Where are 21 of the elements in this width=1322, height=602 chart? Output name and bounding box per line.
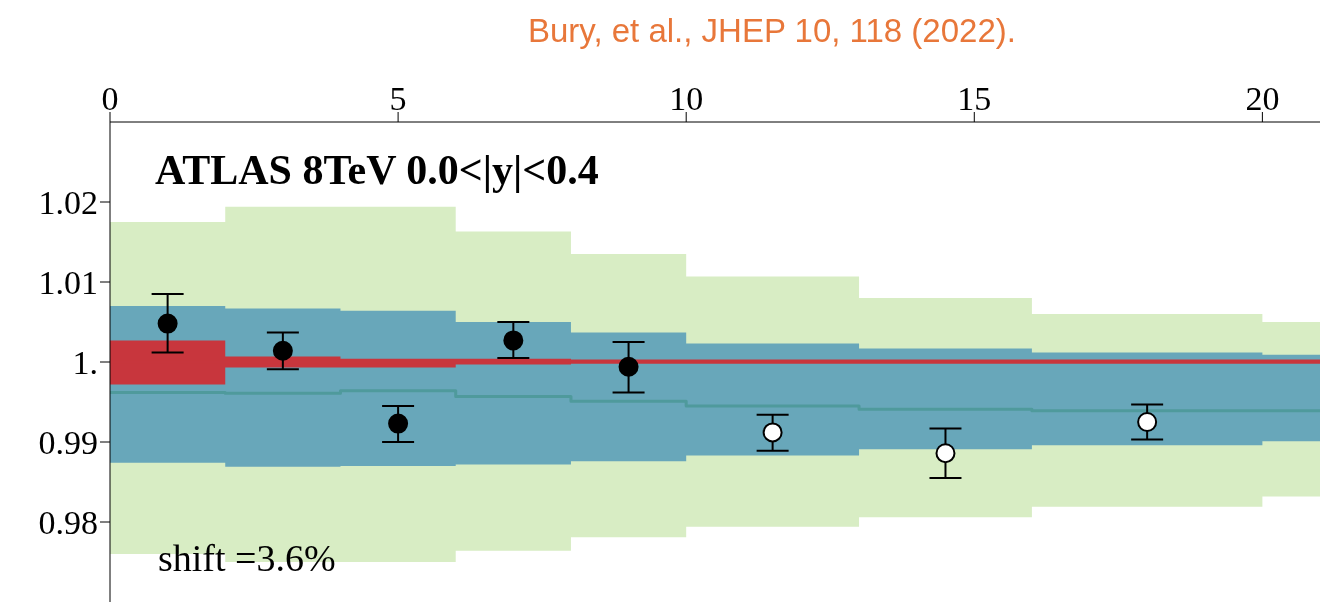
- point: [272, 340, 293, 361]
- y-tick-label: 1.: [72, 344, 98, 382]
- y-tick-label: 1.02: [38, 184, 98, 222]
- y-tick-label: 0.99: [38, 424, 98, 462]
- text: ATLAS 8TeV 0.0<|y|<0.4: [155, 146, 599, 194]
- point: [935, 443, 956, 464]
- y-tick-label: 0.98: [38, 504, 98, 542]
- point: [618, 356, 639, 377]
- text: Bury, et al., JHEP 10, 118 (2022).: [528, 12, 1016, 50]
- point: [762, 422, 783, 443]
- point: [1137, 412, 1158, 432]
- point: [503, 330, 524, 351]
- y-tick-label: 1.01: [38, 264, 98, 302]
- point: [388, 413, 409, 434]
- x-tick-label: 15: [957, 80, 992, 117]
- annotation: shift =3.6%: [158, 536, 336, 580]
- point: [157, 313, 178, 334]
- x-tick-label: 0: [101, 80, 119, 117]
- x-tick-label: 5: [389, 80, 407, 117]
- x-tick-label: 20: [1245, 80, 1280, 117]
- x-tick-label: 10: [669, 80, 704, 117]
